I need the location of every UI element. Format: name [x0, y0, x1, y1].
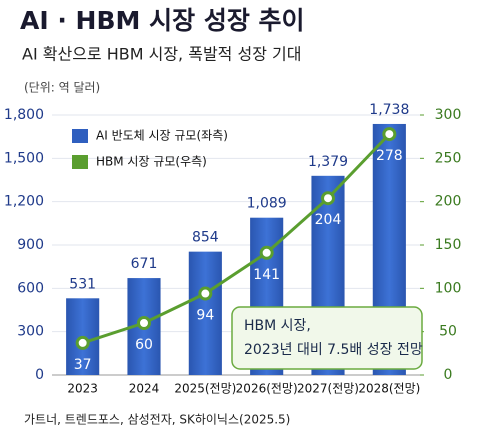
y2-tick-label: 150: [435, 237, 462, 253]
y-tick-label: 1,500: [4, 150, 44, 166]
bar-value-label: 854: [192, 230, 219, 246]
x-tick-label: 2026(전망): [236, 382, 298, 396]
line-value-label: 278: [376, 148, 403, 164]
chart-title: AI · HBM 시장 성장 추이: [20, 6, 305, 35]
annotation-text: 2023년 대비 7.5배 성장 전망: [244, 342, 423, 358]
legend-label: HBM 시장 규모(우측): [96, 155, 207, 169]
line: [82, 133, 391, 345]
y2-tick-label: 50: [439, 324, 457, 340]
bar-value-label: 1,738: [369, 102, 409, 118]
line-marker: [137, 316, 151, 330]
x-tick-label: 2025(전망): [174, 382, 236, 396]
y-tick-label: 1,800: [4, 107, 44, 123]
bar-value-label: 1,379: [308, 154, 348, 170]
x-tick-label: 2023: [67, 382, 98, 396]
line-marker: [75, 335, 90, 350]
y2-tick-label: 100: [435, 280, 462, 296]
line-marker: [321, 191, 335, 206]
line-value-label: 94: [196, 308, 214, 324]
y2-tick-label: 200: [435, 194, 462, 210]
y-tick-label: 300: [17, 324, 44, 340]
line-value-label: 141: [253, 267, 280, 283]
legend-label: AI 반도체 시장 규모(좌측): [96, 129, 228, 143]
unit-note: (단위: 역 달러): [24, 81, 100, 95]
bar-value-label: 531: [69, 276, 96, 292]
x-tick-label: 2024: [129, 382, 160, 396]
annotation-text: HBM 시장,: [244, 318, 311, 334]
line-value-label: 204: [315, 212, 342, 228]
line-value-label: 60: [135, 337, 153, 353]
y-tick-label: 1,200: [4, 194, 44, 210]
bar: [188, 251, 222, 375]
line-marker: [259, 245, 274, 260]
line-marker: [382, 127, 397, 142]
y2-tick-label: 250: [435, 150, 462, 166]
x-tick-label: 2028(전망): [358, 382, 420, 396]
bar-value-label: 671: [131, 256, 158, 272]
chart-subtitle: AI 확산으로 HBM 시장, 폭발적 성장 기대: [22, 45, 301, 64]
legend-swatch: [72, 129, 88, 143]
y-tick-label: 0: [35, 367, 44, 383]
line-value-label: 37: [74, 357, 92, 373]
line-marker: [198, 286, 213, 301]
legend-swatch: [72, 155, 88, 169]
y-tick-label: 900: [17, 237, 44, 253]
annotation-box: [231, 306, 423, 370]
x-tick-label: 2027(전망): [297, 382, 359, 396]
bar-value-label: 1,089: [247, 196, 287, 212]
source: 가트너, 트렌드포스, 삼성전자, SK하이닉스(2025.5): [24, 413, 290, 427]
y-tick-label: 600: [17, 280, 44, 296]
y2-tick-label: 0: [444, 367, 453, 383]
y2-tick-label: 300: [435, 107, 462, 123]
